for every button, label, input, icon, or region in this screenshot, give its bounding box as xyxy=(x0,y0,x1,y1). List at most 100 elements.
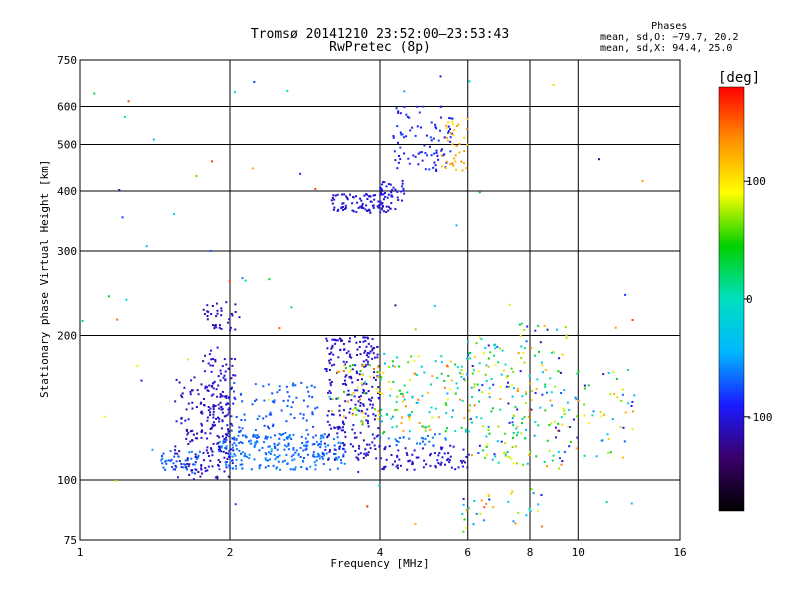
data-point-1308 xyxy=(379,457,382,460)
data-point-967 xyxy=(215,315,218,318)
data-point-1164 xyxy=(403,106,406,109)
data-point-1713 xyxy=(619,426,622,429)
data-point-555 xyxy=(302,413,305,416)
data-point-1714 xyxy=(621,393,624,396)
data-point-1844 xyxy=(186,358,189,361)
data-point-1255 xyxy=(390,454,393,456)
data-point-1024 xyxy=(337,208,340,211)
data-point-1188 xyxy=(428,168,431,171)
data-point-625 xyxy=(305,429,308,432)
data-point-617 xyxy=(238,430,240,433)
data-point-1561 xyxy=(505,455,508,458)
data-point-1427 xyxy=(406,391,409,394)
data-point-1699 xyxy=(611,418,614,421)
data-point-1211 xyxy=(446,160,449,163)
data-point-1481 xyxy=(468,418,471,421)
data-point-520 xyxy=(291,459,294,462)
data-point-1698 xyxy=(633,394,636,397)
data-point-1622 xyxy=(557,422,560,425)
data-point-1071 xyxy=(372,204,375,207)
data-point-1046 xyxy=(342,202,345,205)
data-point-328 xyxy=(302,449,305,452)
data-point-1829 xyxy=(233,91,236,94)
data-point-188 xyxy=(224,440,227,443)
data-point-1847 xyxy=(394,304,397,307)
data-point-868 xyxy=(349,375,352,378)
data-point-1033 xyxy=(381,208,384,211)
data-point-1691 xyxy=(606,433,609,436)
data-point-1578 xyxy=(469,417,472,420)
data-point-1688 xyxy=(550,351,553,354)
data-point-1336 xyxy=(421,440,424,443)
data-point-1409 xyxy=(383,352,386,355)
data-point-776 xyxy=(340,429,343,432)
data-point-705 xyxy=(335,397,338,400)
data-point-1146 xyxy=(398,155,400,157)
data-point-1526 xyxy=(471,396,474,398)
data-point-507 xyxy=(258,464,261,467)
data-point-1082 xyxy=(396,196,399,199)
data-point-609 xyxy=(233,441,236,444)
data-point-1109 xyxy=(401,185,404,188)
data-point-963 xyxy=(234,311,237,313)
data-point-237 xyxy=(218,420,221,423)
data-point-610 xyxy=(299,412,302,415)
data-point-550 xyxy=(271,392,274,395)
data-point-1214 xyxy=(445,127,448,130)
data-point-1278 xyxy=(457,466,460,469)
data-point-938 xyxy=(350,394,353,396)
data-point-1338 xyxy=(395,440,398,443)
data-point-1136 xyxy=(447,125,450,128)
data-point-1539 xyxy=(500,373,503,376)
data-point-708 xyxy=(327,458,330,461)
chart-subtitle: RwPretec (8p) xyxy=(329,40,431,55)
data-point-741 xyxy=(348,393,351,396)
data-point-1769 xyxy=(483,506,486,509)
data-point-1792 xyxy=(455,224,458,227)
data-point-1284 xyxy=(391,463,394,466)
data-point-1234 xyxy=(454,160,457,163)
data-point-653 xyxy=(367,355,370,358)
data-point-1037 xyxy=(351,202,354,205)
data-point-45 xyxy=(185,408,188,411)
data-point-768 xyxy=(363,351,366,354)
data-point-1615 xyxy=(535,388,538,391)
data-point-863 xyxy=(364,339,367,342)
data-point-1395 xyxy=(437,416,440,419)
data-point-169 xyxy=(233,396,236,399)
data-point-1272 xyxy=(444,463,446,466)
data-point-1462 xyxy=(400,392,403,395)
data-point-1799 xyxy=(563,409,566,412)
data-point-767 xyxy=(364,412,367,415)
data-point-1373 xyxy=(410,411,413,414)
data-point-1677 xyxy=(522,463,525,466)
data-point-669 xyxy=(330,427,333,430)
data-point-1722 xyxy=(592,410,595,413)
data-point-899 xyxy=(339,445,341,448)
data-point-802 xyxy=(349,443,352,446)
data-point-780 xyxy=(324,368,327,370)
data-point-1265 xyxy=(423,459,426,462)
data-point-576 xyxy=(283,448,286,451)
data-point-1653 xyxy=(549,399,552,402)
data-point-455 xyxy=(304,437,307,440)
data-point-1384 xyxy=(380,414,382,417)
data-point-659 xyxy=(355,370,358,373)
data-point-1208 xyxy=(458,143,461,145)
data-point-211 xyxy=(220,394,222,397)
data-point-1152 xyxy=(449,136,452,139)
data-point-1440 xyxy=(420,365,423,368)
data-point-600 xyxy=(284,432,287,434)
data-point-1161 xyxy=(447,130,450,133)
data-point-58 xyxy=(193,376,196,379)
data-point-573 xyxy=(241,442,244,444)
data-point-421 xyxy=(327,444,330,447)
data-point-1807 xyxy=(116,318,119,321)
data-point-997 xyxy=(390,202,393,205)
data-point-1218 xyxy=(453,157,456,160)
data-point-450 xyxy=(269,436,272,439)
data-point-1154 xyxy=(399,131,402,134)
data-point-217 xyxy=(211,426,214,429)
data-point-1167 xyxy=(433,161,436,164)
data-point-320 xyxy=(225,445,228,448)
